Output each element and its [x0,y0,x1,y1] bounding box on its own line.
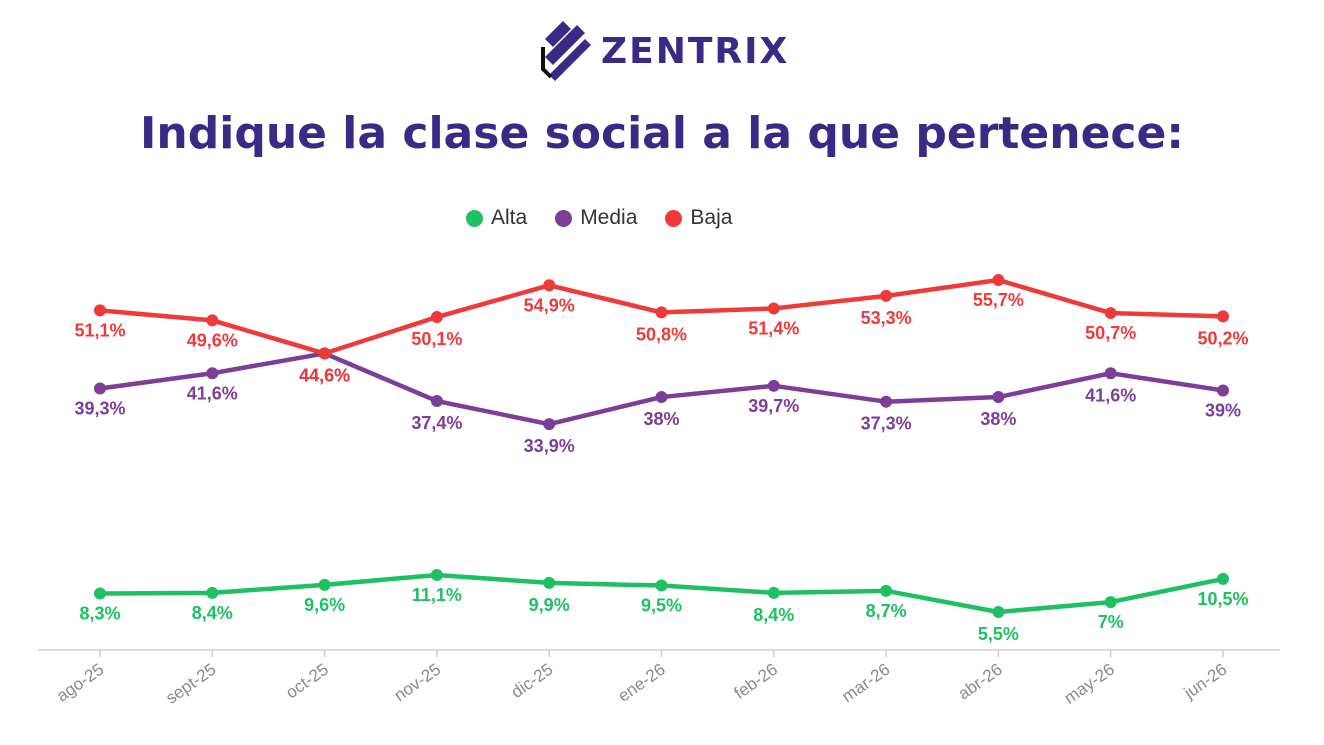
x-tick-label: feb-26 [731,660,781,703]
zentrix-logo-icon [541,21,591,81]
data-label-baja: 50,8% [636,324,687,344]
data-point-baja [767,302,780,315]
data-label-alta: 8,4% [192,603,233,623]
x-tick-label: oct-25 [282,660,332,703]
brand-name: ZENTRIX [601,30,790,72]
data-label-media: 38% [980,409,1016,429]
data-label-media: 39,3% [74,398,125,418]
brand-logo: ZENTRIX [541,16,789,86]
data-point-alta [992,606,1005,618]
data-label-alta: 9,6% [304,595,345,615]
data-label-alta: 10,5% [1197,589,1248,609]
legend-marker-alta [466,209,483,227]
data-point-baja [318,347,331,360]
chart-legend: Alta Media Baja [466,204,732,232]
data-point-baja [94,304,106,317]
data-point-media [880,395,893,408]
data-label-media: 38% [643,409,679,429]
legend-marker-baja [665,209,683,227]
legend-marker-media [555,209,573,227]
data-label-baja: 50,2% [1197,328,1248,348]
data-label-baja: 51,4% [748,318,799,338]
data-point-media [1217,384,1229,397]
data-point-alta [543,576,556,589]
data-label-media: 37,4% [411,413,462,433]
data-label-baja: 55,7% [973,290,1024,310]
data-label-baja: 50,1% [411,329,462,349]
data-point-media [655,391,668,404]
legend-item-baja: Baja [665,206,732,230]
x-tick-label: sept-25 [162,660,219,708]
data-label-alta: 5,5% [978,624,1019,644]
x-tick-label: may-26 [1061,660,1118,708]
data-label-media: 41,6% [187,383,238,403]
data-point-alta [767,586,780,599]
data-point-baja [1217,310,1229,323]
x-tick-label: ene-26 [615,660,669,706]
data-label-alta: 8,3% [79,603,120,623]
data-label-media: 44,6% [299,365,350,385]
legend-item-alta: Alta [466,206,527,230]
x-tick-label: dic-25 [508,660,557,702]
chart-title: Indique la clase social a la que pertene… [140,108,1184,159]
data-point-media [94,382,106,395]
data-label-alta: 11,1% [412,585,462,605]
data-label-alta: 8,4% [753,605,794,625]
data-label-baja: 49,6% [187,330,238,350]
data-point-alta [880,584,893,597]
data-label-baja: 54,9% [524,295,575,315]
data-label-media: 39% [1205,400,1241,420]
data-label-media: 41,6% [1085,385,1136,405]
legend-label-alta: Alta [491,206,528,229]
data-point-alta [206,586,219,599]
data-point-alta [1104,596,1117,609]
x-tick-label: jun-26 [1180,660,1230,703]
data-point-media [206,367,219,380]
data-point-alta [318,578,331,591]
data-label-alta: 9,5% [641,596,682,616]
x-tick-label: mar-26 [838,660,893,706]
data-label-media: 37,3% [861,414,912,434]
legend-item-media: Media [555,206,637,230]
data-label-baja: 44,6% [299,365,350,385]
data-label-baja: 53,3% [861,308,912,328]
data-label-alta: 9,9% [529,595,570,615]
x-tick-label: abr-26 [955,660,1006,704]
data-point-baja [206,314,219,327]
data-point-alta [655,579,668,592]
data-point-media [992,391,1005,404]
data-label-baja: 51,1% [74,320,125,340]
data-point-media [430,395,443,408]
data-point-media [1104,367,1117,380]
data-point-baja [655,306,668,319]
legend-label-media: Media [580,206,638,229]
data-point-media [767,379,780,392]
data-label-baja: 50,7% [1085,323,1136,343]
data-label-alta: 8,7% [866,601,907,621]
data-point-baja [992,274,1005,286]
data-point-alta [1217,572,1229,585]
x-tick-label: ago-25 [53,660,107,706]
legend-label-baja: Baja [690,206,733,229]
data-point-alta [94,587,106,600]
data-label-media: 39,7% [748,396,799,416]
data-point-baja [430,311,443,324]
data-point-baja [880,289,893,302]
data-label-media: 33,9% [524,436,575,456]
data-point-baja [1104,307,1117,320]
data-point-media [543,418,556,431]
data-point-alta [430,568,443,581]
x-tick-label: nov-25 [391,660,444,705]
header: ZENTRIX Indique la clase social a la que… [0,0,1324,180]
data-label-alta: 7% [1098,612,1124,632]
data-point-baja [543,279,556,292]
